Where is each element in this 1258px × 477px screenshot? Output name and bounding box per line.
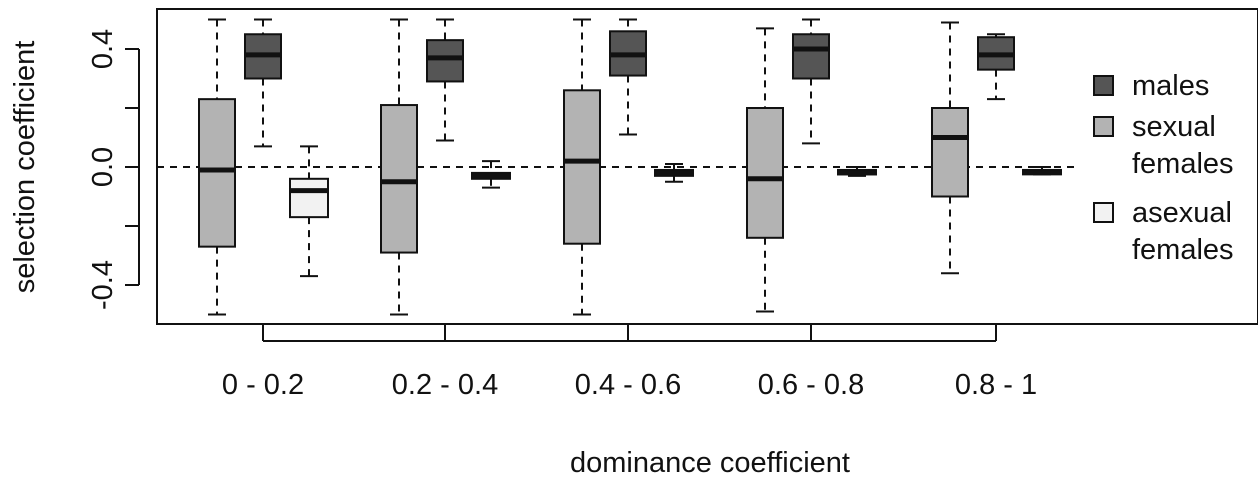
box-asexual-females (654, 163, 694, 183)
box-asexual-females (1022, 166, 1062, 176)
legend-label: sexual (1132, 111, 1216, 143)
x-tick-label: 0.8 - 1 (955, 369, 1037, 401)
box-males (792, 18, 830, 145)
y-axis: -0.4 0.0 0.4 (87, 29, 140, 310)
legend-label: females (1132, 234, 1234, 266)
box-asexual-females (289, 145, 329, 278)
box-iqr (380, 104, 418, 254)
box-asexual-females (837, 166, 877, 177)
legend-swatch (1093, 75, 1114, 96)
box-males (977, 33, 1015, 101)
y-tick-label: -0.4 (87, 260, 119, 310)
box-iqr (746, 107, 784, 239)
y-tick-label: 0.4 (87, 29, 119, 69)
box-males (426, 18, 464, 142)
box-males (609, 18, 647, 136)
legend-label: asexual (1132, 197, 1232, 229)
y-axis-label: selection coefficient (9, 41, 41, 294)
box-iqr (563, 89, 601, 245)
legend-label: females (1132, 148, 1234, 180)
box-iqr (426, 39, 464, 83)
box-sexual-females (563, 18, 601, 316)
y-tick-label: 0.0 (87, 147, 119, 187)
box-sexual-females (746, 27, 784, 313)
x-tick-label: 0 - 0.2 (222, 369, 304, 401)
box-iqr (792, 33, 830, 80)
x-tick-label: 0.6 - 0.8 (758, 369, 864, 401)
legend-swatch (1093, 202, 1114, 223)
plot-frame-layer (156, 8, 1258, 325)
x-axis: 0 - 0.2 0.2 - 0.4 0.4 - 0.6 0.6 - 0.8 0.8 - … (222, 324, 1037, 401)
box-iqr (198, 98, 236, 248)
box-sexual-females (380, 18, 418, 316)
box-iqr (289, 177, 329, 219)
box-sexual-females (198, 18, 236, 316)
legend-label: males (1132, 70, 1209, 102)
legend-swatch (1093, 116, 1114, 137)
box-iqr (931, 107, 969, 198)
x-tick-label: 0.2 - 0.4 (392, 369, 498, 401)
x-tick-label: 0.4 - 0.6 (575, 369, 681, 401)
box-males (244, 18, 282, 148)
legend: males sexual females asexual females (1093, 70, 1234, 266)
boxes-layer (198, 18, 1062, 316)
box-asexual-females (471, 160, 511, 189)
x-axis-label: dominance coefficient (570, 447, 850, 477)
box-sexual-females (931, 21, 969, 275)
